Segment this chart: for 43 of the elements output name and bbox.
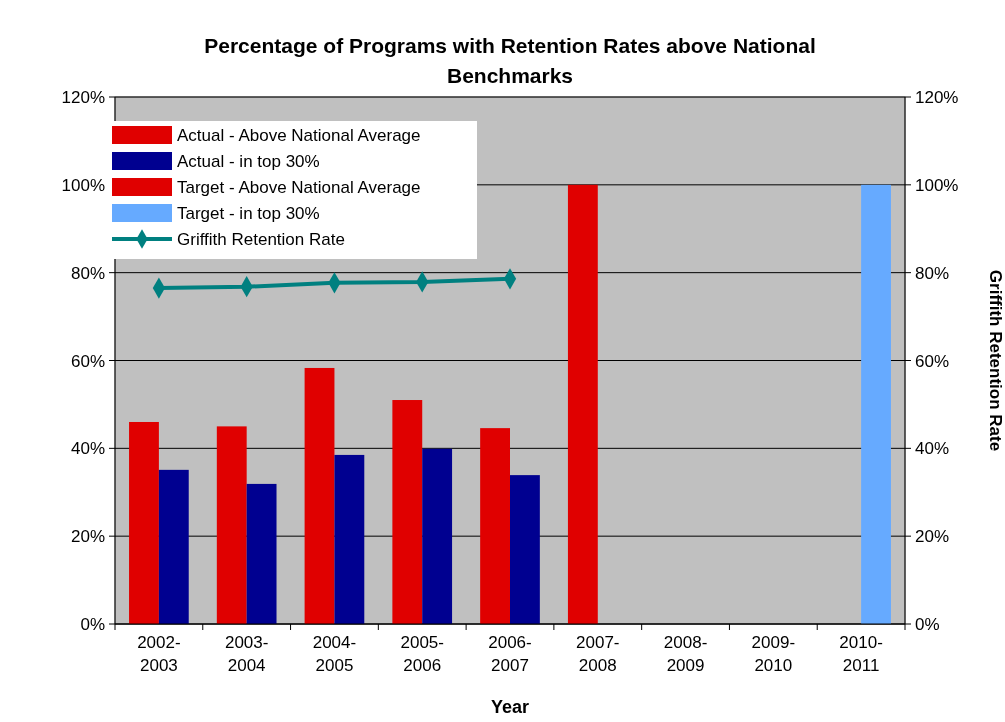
y-tick-label: 80% xyxy=(70,263,105,283)
y-tick-label: 100% xyxy=(61,175,105,195)
x-tick-label: 2004-2005 xyxy=(312,633,357,675)
x-tick-label: 2010-2011 xyxy=(839,633,883,675)
bar xyxy=(422,448,453,624)
x-tick-label: 2002-2003 xyxy=(137,633,181,675)
y-tick-label: 40% xyxy=(70,439,105,459)
y2-tick-label: 100% xyxy=(915,175,959,195)
y2-tick-label: 80% xyxy=(915,263,950,283)
bar xyxy=(480,428,510,624)
legend-label: Actual - Above National Average xyxy=(177,126,421,145)
y-tick-label: 60% xyxy=(70,351,105,371)
x-tick-label: 2007-2008 xyxy=(576,633,620,675)
bar xyxy=(510,475,540,624)
y-tick-label: 20% xyxy=(70,527,105,547)
bar xyxy=(158,469,189,624)
x-tick-label: 2008-2009 xyxy=(663,633,708,675)
legend-label: Griffith Retention Rate xyxy=(177,230,345,249)
y2-tick-label: 20% xyxy=(915,527,950,547)
legend-label: Target - in top 30% xyxy=(177,204,320,223)
legend-label: Actual - in top 30% xyxy=(177,152,320,171)
y-tick-label: 120% xyxy=(61,88,105,107)
bar xyxy=(567,184,598,624)
x-axis-title: Year xyxy=(490,697,530,717)
bar xyxy=(246,483,277,624)
y2-tick-label: 40% xyxy=(915,439,950,459)
bar xyxy=(861,184,891,624)
y-tick-label: 0% xyxy=(80,615,105,634)
x-tick-label: 2005-2006 xyxy=(400,633,444,675)
y2-axis-title: Griffith Retention Rate xyxy=(986,269,1005,452)
x-tick-label: 2003-2004 xyxy=(224,633,269,675)
y2-tick-label: 60% xyxy=(915,351,950,371)
bar xyxy=(392,400,423,624)
y2-tick-label: 0% xyxy=(915,615,940,634)
bar xyxy=(129,421,159,624)
bar xyxy=(304,367,335,624)
chart-title: Percentage of Programs with Retention Rates above National Benchmarks xyxy=(204,34,816,87)
bar xyxy=(334,454,365,624)
x-tick-label: 2009-2010 xyxy=(751,633,796,675)
legend-label: Target - Above National Average xyxy=(177,178,421,197)
x-tick-label: 2006-2007 xyxy=(488,633,532,675)
y2-tick-label: 120% xyxy=(915,88,959,107)
bar xyxy=(216,426,247,624)
